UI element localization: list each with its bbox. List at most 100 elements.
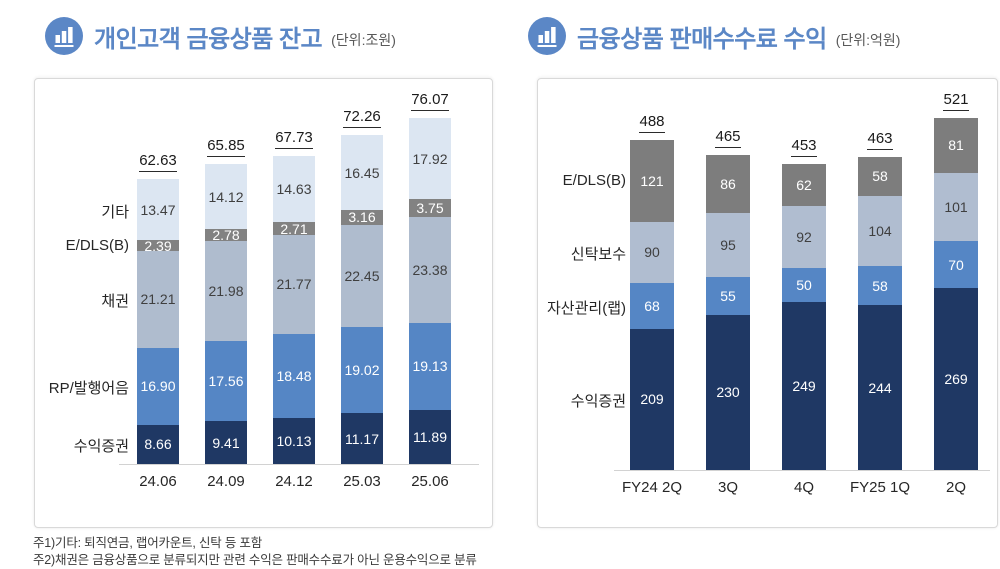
bar-total-label: 76.07 [390,90,470,111]
series-label: 기타 [101,203,129,221]
segment-value-label: 21.98 [208,283,244,300]
segment-value-label: 121 [640,173,664,190]
bar-segment [934,288,978,470]
category-label: 2Q [945,479,966,496]
footnotes: 주1)기타: 퇴직연금, 랩어카운트, 신탁 등 포함 주2)채권은 금융상품으… [33,535,477,568]
bar-segment [858,156,902,196]
segment-value-label: 58 [872,277,888,294]
bar-segment [409,199,451,217]
segment-value-label: 2.39 [144,237,172,254]
bar-segment [409,409,451,464]
bar-segment [630,222,674,283]
segment-value-label: 14.63 [276,181,312,198]
bar-segment [205,421,247,464]
category-label: 4Q [793,479,814,496]
segment-value-label: 22.45 [344,267,380,284]
bar-segment [630,328,674,470]
segment-value-label: 2.71 [280,220,308,237]
bar-segment [858,305,902,470]
bar-segment [630,282,674,329]
bar-segment [706,314,750,470]
segment-value-label: 16.45 [344,164,380,181]
segment-value-label: 11.89 [413,428,447,445]
bar-segment [137,251,179,348]
fee-chart-panel: 209 68 90 121 488 FY24 2Q 230 55 95 86 465 3Q 249 50 9… [537,78,998,528]
fee-chart-plot: 209 68 90 121 488 FY24 2Q 230 55 95 86 465 3Q 249 50 9… [538,79,997,527]
segment-value-label: 19.13 [412,358,448,375]
bar-segment [273,333,315,418]
bar-segment [273,417,315,464]
segment-value-label: 21.21 [140,291,176,308]
segment-value-label: 10.13 [276,432,312,449]
series-label: 신탁보수 [570,246,626,264]
segment-value-label: 17.92 [412,150,448,167]
bar-segment [934,118,978,173]
series-label: 수익증권 [570,393,626,411]
bar-segment [205,341,247,422]
fee-chart-unit: (단위:억원) [835,32,901,48]
segment-value-label: 92 [796,228,812,245]
series-label: RP/발행어음 [48,380,129,398]
bar-segment [137,424,179,464]
bar-segment [630,140,674,223]
segment-value-label: 269 [944,371,968,388]
footnote-2: 주2)채권은 금융상품으로 분류되지만 관련 수익은 판매수수료가 아닌 운용수… [33,552,477,567]
fee-chart-header: 금융상품 판매수수료 수익 (단위:억원) [528,17,900,55]
series-label: 채권 [101,293,129,311]
category-label: 24.09 [207,473,245,490]
series-label: 자산관리(랩) [547,299,626,317]
bar-segment [137,347,179,425]
segment-value-label: 101 [944,198,968,215]
bar-segment [706,277,750,315]
segment-value-label: 14.12 [208,188,244,205]
bar-total-label: 72.26 [322,108,402,129]
fee-chart-title: 금융상품 판매수수료 수익 [577,25,827,53]
bar-total-label: 463 [840,129,920,150]
balance-chart-header: 개인고객 금융상품 잔고 (단위:조원) [45,17,396,55]
bar-chart-icon [45,17,83,55]
balance-chart-panel: 8.66 16.90 21.21 2.39 13.47 62.63 24.06 9.41 17.… [34,78,493,528]
bar-total-label: 65.85 [186,137,266,158]
bar-segment [341,413,383,464]
segment-value-label: 23.38 [412,261,448,278]
bar-segment [858,265,902,306]
category-label: FY24 2Q [621,479,683,496]
segment-value-label: 21.77 [276,276,312,293]
segment-value-label: 8.66 [144,436,172,453]
segment-value-label: 230 [716,384,740,401]
category-label: 3Q [717,479,738,496]
bar-segment [205,228,247,242]
bar-segment [273,155,315,223]
x-axis-line [119,464,479,465]
x-axis-line [614,470,990,471]
segment-value-label: 90 [644,244,660,261]
segment-value-label: 3.16 [348,209,376,226]
bar-segment [782,163,826,206]
category-label: 25.06 [411,473,449,490]
segment-value-label: 81 [948,137,964,154]
bar-segment [782,301,826,470]
segment-value-label: 95 [720,237,736,254]
segment-value-label: 55 [720,288,736,305]
segment-value-label: 17.56 [208,373,244,390]
bar-segment [205,241,247,342]
segment-value-label: 16.90 [140,378,176,395]
segment-value-label: 244 [868,379,892,396]
footnote-1: 주1)기타: 퇴직연금, 랩어카운트, 신탁 등 포함 [33,536,262,550]
bar-segment [409,117,451,200]
segment-value-label: 104 [868,222,892,239]
balance-chart-plot: 8.66 16.90 21.21 2.39 13.47 62.63 24.06 9.41 17.… [35,79,492,527]
bar-segment [706,213,750,278]
series-label: E/DLS(B) [562,172,626,190]
bar-segment [341,224,383,327]
segment-value-label: 13.47 [140,201,176,218]
segment-value-label: 18.48 [276,367,312,384]
category-label: 24.12 [275,473,313,490]
bar-segment [273,222,315,235]
bar-segment [341,326,383,414]
category-label: FY25 1Q [849,479,911,496]
bar-total-label: 521 [916,91,996,111]
bar-segment [934,240,978,289]
segment-value-label: 249 [792,377,816,394]
bar-segment [137,240,179,252]
